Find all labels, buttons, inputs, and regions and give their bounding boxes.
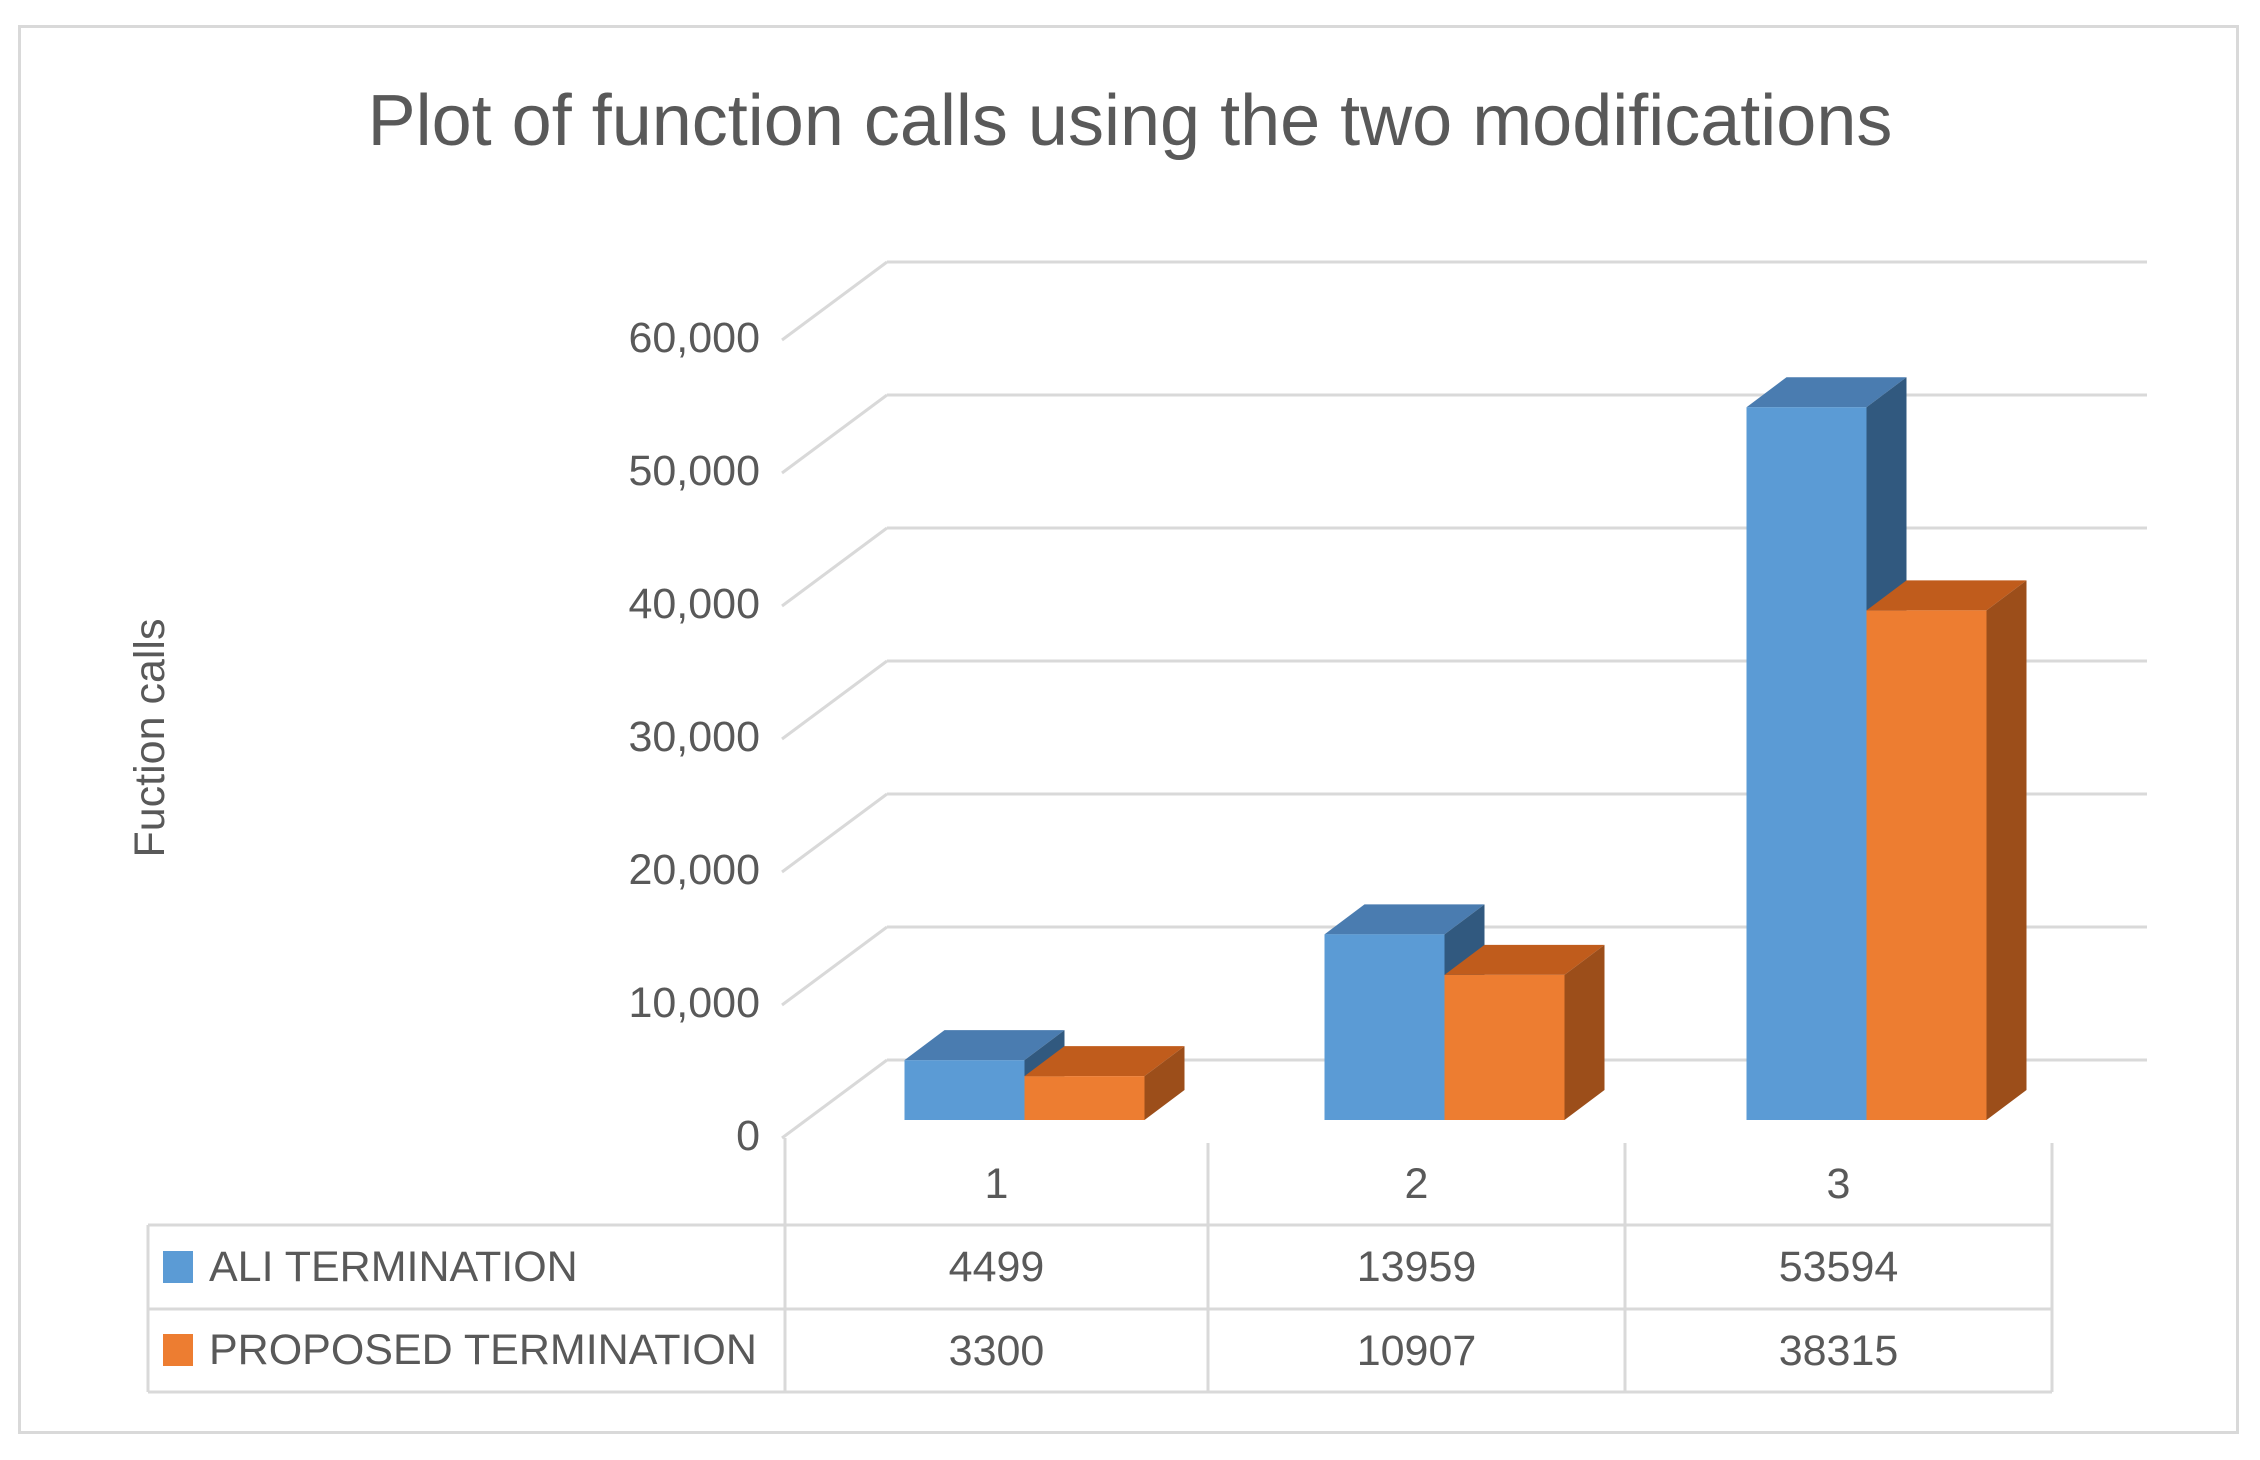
gridline-slant xyxy=(781,526,888,608)
y-axis-title: Fuction calls xyxy=(126,618,174,858)
legend-swatch-proposed-termination-icon xyxy=(163,1334,193,1366)
table-cell-proposed-termination-cat3: 38315 xyxy=(1778,1326,1899,1375)
gridline-slant xyxy=(781,659,888,741)
bar-proposed-termination-cat2[interactable] xyxy=(1444,974,1565,1120)
legend-label-ali-termination: ALI TERMINATION xyxy=(209,1243,578,1291)
legend-row-proposed-termination: PROPOSED TERMINATION xyxy=(163,1324,757,1376)
bar-ali-termination-cat1[interactable] xyxy=(904,1060,1025,1120)
y-tick-label: 10,000 xyxy=(628,979,760,1027)
x-category-label: 3 xyxy=(1826,1160,1851,1208)
legend-label-proposed-termination: PROPOSED TERMINATION xyxy=(209,1326,757,1374)
y-tick-label: 60,000 xyxy=(628,314,760,362)
bar-proposed-termination-cat1-top-face[interactable] xyxy=(1024,1046,1185,1077)
chart-border xyxy=(18,25,2239,1434)
y-tick-label: 50,000 xyxy=(628,447,760,495)
gridline-slant xyxy=(781,393,888,475)
bar-proposed-termination-cat3[interactable] xyxy=(1866,610,1987,1120)
bar-proposed-termination-cat3-top-face[interactable] xyxy=(1866,580,2027,611)
table-cell-ali-termination-cat3: 53594 xyxy=(1778,1243,1899,1291)
x-category-label: 1 xyxy=(984,1160,1009,1208)
y-tick-label: 30,000 xyxy=(628,713,760,761)
table-cell-proposed-termination-cat2: 10907 xyxy=(1356,1326,1477,1375)
table-cell-proposed-termination-cat1: 3300 xyxy=(948,1326,1045,1375)
y-tick-label: 40,000 xyxy=(628,580,760,628)
bar-proposed-termination-cat1[interactable] xyxy=(1024,1076,1145,1120)
y-tick-label: 0 xyxy=(736,1112,760,1160)
y-tick-label: 20,000 xyxy=(628,846,760,894)
bar-proposed-termination-cat2-side-face[interactable] xyxy=(1564,944,1605,1120)
gridline-slant xyxy=(781,925,888,1007)
bar-ali-termination-cat2[interactable] xyxy=(1324,934,1445,1120)
gridline-slant xyxy=(781,260,888,342)
bar-ali-termination-cat1-top-face[interactable] xyxy=(904,1030,1065,1061)
table-cell-ali-termination-cat2: 13959 xyxy=(1356,1243,1477,1291)
gridline-slant xyxy=(781,1058,888,1140)
bar-ali-termination-cat2-top-face[interactable] xyxy=(1324,904,1485,935)
gridline-slant xyxy=(781,792,888,874)
table-cell-ali-termination-cat1: 4499 xyxy=(948,1243,1045,1291)
x-category-label: 2 xyxy=(1404,1160,1429,1208)
chart-title: Plot of function calls using the two mod… xyxy=(367,81,1893,161)
legend-row-ali-termination: ALI TERMINATION xyxy=(163,1241,578,1293)
bar-ali-termination-cat3-top-face[interactable] xyxy=(1746,377,1907,408)
bar-proposed-termination-cat2-top-face[interactable] xyxy=(1444,944,1605,975)
legend-swatch-ali-termination-icon xyxy=(163,1251,193,1283)
bar-proposed-termination-cat3-side-face[interactable] xyxy=(1986,580,2027,1120)
bar-proposed-termination-cat1-side-face[interactable] xyxy=(1144,1046,1185,1120)
bar-ali-termination-cat3[interactable] xyxy=(1746,407,1867,1120)
